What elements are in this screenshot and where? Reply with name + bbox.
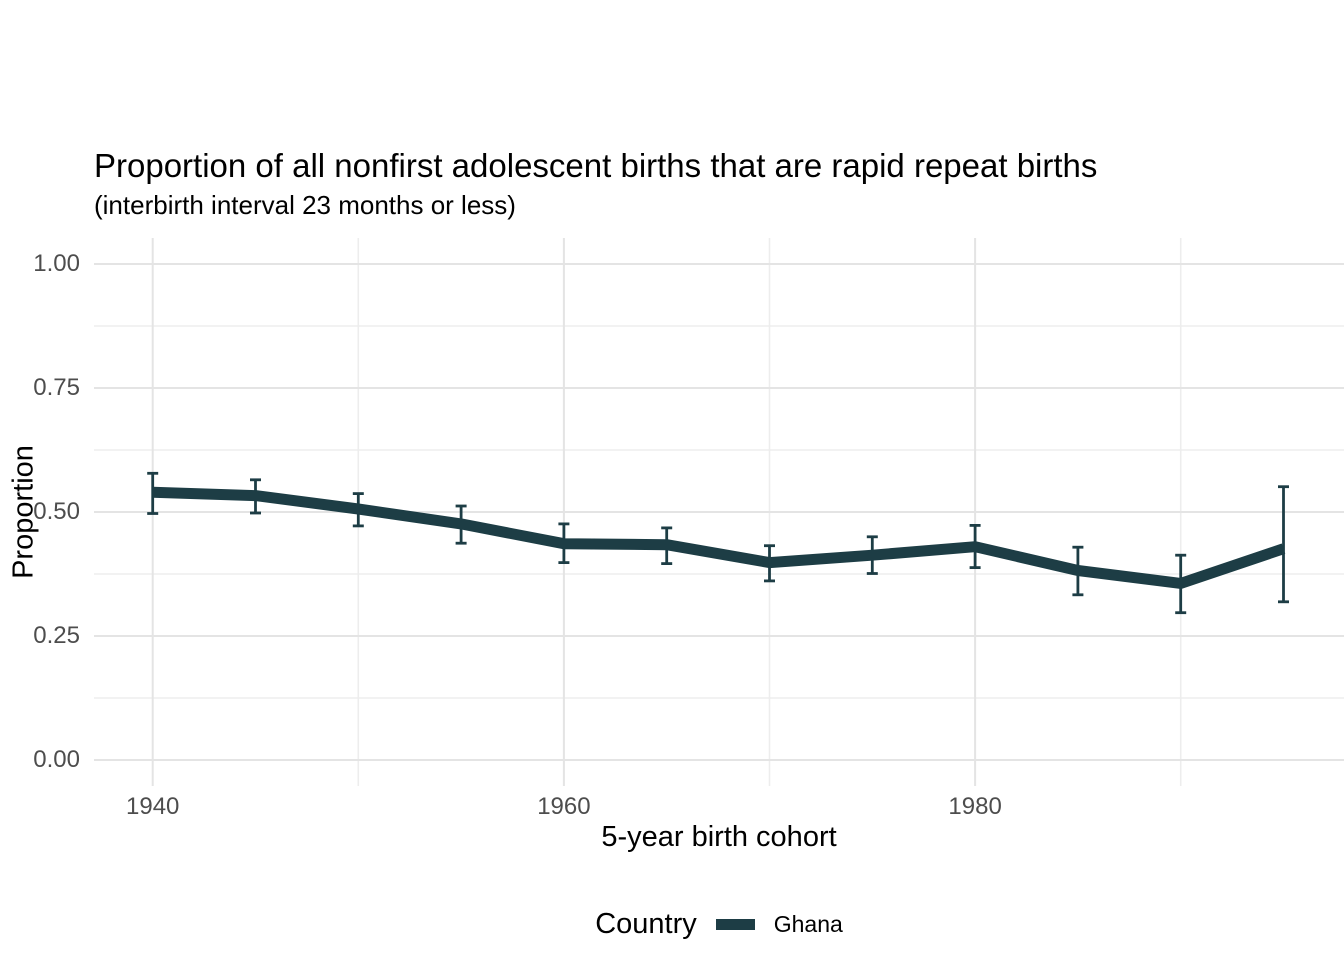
y-tick-label: 1.00 [33, 250, 80, 277]
x-tick-label: 1940 [125, 793, 180, 820]
x-axis-title: 5-year birth cohort [601, 821, 837, 853]
y-tick-label: 0.50 [33, 498, 80, 525]
data-line-ghana [152, 486, 1286, 589]
error-bar [1278, 485, 1289, 604]
x-tick-label: 1960 [537, 793, 591, 820]
legend-title: Country [595, 907, 697, 940]
chart-title: Proportion of all nonfirst adolescent bi… [94, 147, 1098, 184]
y-tick-label: 0.25 [33, 622, 80, 649]
legend-key-line-swatch [715, 918, 755, 930]
chart-subtitle: (interbirth interval 23 months or less) [94, 190, 516, 220]
y-tick-label: 0.75 [33, 374, 80, 401]
x-tick-label: 1980 [948, 793, 1002, 820]
y-tick-label: 0.00 [33, 746, 80, 773]
legend: Country Ghana [94, 904, 1344, 944]
legend-item-label: Ghana [773, 910, 843, 937]
